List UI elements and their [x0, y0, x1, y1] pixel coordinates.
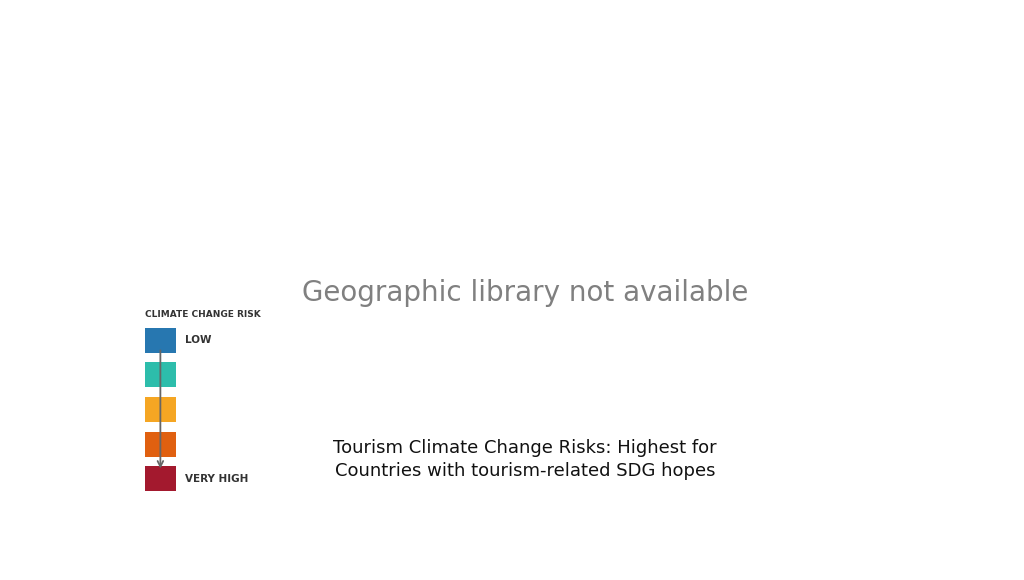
- Text: Tourism Climate Change Risks: Highest for
Countries with tourism-related SDG hop: Tourism Climate Change Risks: Highest fo…: [333, 439, 717, 480]
- Text: Geographic library not available: Geographic library not available: [302, 279, 748, 307]
